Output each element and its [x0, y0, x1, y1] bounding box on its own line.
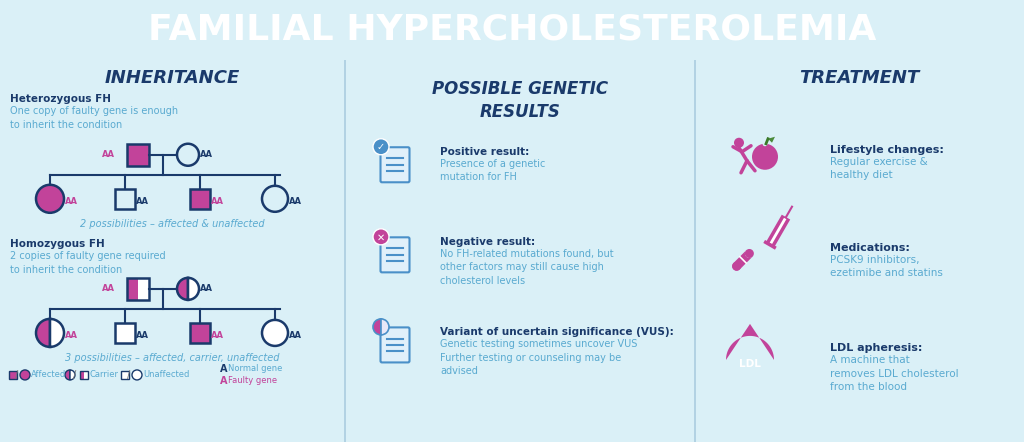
Text: A: A	[220, 364, 227, 374]
Text: 2 copies of faulty gene required
to inherit the condition: 2 copies of faulty gene required to inhe…	[10, 251, 166, 275]
Polygon shape	[80, 371, 84, 379]
Circle shape	[373, 139, 389, 155]
Text: One copy of faulty gene is enough
to inherit the condition: One copy of faulty gene is enough to inh…	[10, 106, 178, 130]
Text: LDL: LDL	[739, 359, 761, 369]
FancyBboxPatch shape	[381, 237, 410, 272]
Circle shape	[262, 320, 288, 346]
Wedge shape	[188, 278, 199, 300]
Bar	[9, 371, 17, 379]
Text: Lifestyle changes:: Lifestyle changes:	[830, 145, 944, 155]
Wedge shape	[36, 319, 50, 347]
Text: LDL apheresis:: LDL apheresis:	[830, 343, 923, 353]
Polygon shape	[127, 278, 138, 300]
Text: Genetic testing sometimes uncover VUS
Further testing or counseling may be
advis: Genetic testing sometimes uncover VUS Fu…	[440, 339, 637, 376]
Text: AA: AA	[289, 332, 302, 340]
Polygon shape	[732, 250, 753, 271]
Polygon shape	[726, 324, 774, 360]
Text: ✓: ✓	[377, 142, 385, 152]
Text: FAMILIAL HYPERCHOLESTEROLEMIA: FAMILIAL HYPERCHOLESTEROLEMIA	[147, 13, 877, 47]
Bar	[127, 278, 150, 300]
FancyBboxPatch shape	[381, 328, 410, 362]
Text: AA: AA	[211, 332, 224, 340]
Text: Faulty gene: Faulty gene	[228, 377, 278, 385]
Circle shape	[744, 249, 754, 258]
Text: Regular exercise &
healthy diet: Regular exercise & healthy diet	[830, 157, 928, 180]
Wedge shape	[373, 319, 381, 335]
Wedge shape	[70, 370, 75, 380]
Text: Variant of uncertain significance (VUS):: Variant of uncertain significance (VUS):	[440, 327, 674, 337]
Bar	[127, 144, 150, 166]
Text: 2 possibilities – affected & unaffected: 2 possibilities – affected & unaffected	[80, 219, 264, 229]
Text: AA: AA	[200, 150, 213, 159]
Text: Heterozygous FH: Heterozygous FH	[10, 94, 111, 104]
Text: AA: AA	[211, 197, 224, 206]
Text: AA: AA	[102, 150, 115, 159]
Text: AA: AA	[136, 197, 150, 206]
Circle shape	[132, 370, 142, 380]
Text: AA: AA	[65, 197, 78, 206]
Polygon shape	[768, 137, 775, 143]
Text: Unaffected: Unaffected	[143, 370, 189, 379]
Text: POSSIBLE GENETIC
RESULTS: POSSIBLE GENETIC RESULTS	[432, 80, 608, 121]
Text: Medications:: Medications:	[830, 243, 910, 253]
Text: INHERITANCE: INHERITANCE	[104, 69, 240, 87]
Bar	[121, 371, 129, 379]
Bar	[190, 189, 210, 209]
Bar	[115, 323, 135, 343]
Text: AA: AA	[65, 332, 78, 340]
Text: AA: AA	[289, 197, 302, 206]
Text: /: /	[15, 370, 18, 380]
Circle shape	[20, 370, 30, 380]
Text: /: /	[127, 370, 131, 380]
Circle shape	[36, 185, 63, 213]
Wedge shape	[65, 370, 70, 380]
Text: /: /	[74, 370, 77, 380]
Text: AA: AA	[102, 284, 115, 293]
Polygon shape	[84, 371, 88, 379]
Bar	[80, 371, 88, 379]
Text: ✕: ✕	[377, 232, 385, 242]
Circle shape	[732, 262, 741, 271]
Text: A: A	[220, 376, 227, 386]
Text: Presence of a genetic
mutation for FH: Presence of a genetic mutation for FH	[440, 159, 546, 183]
Bar	[190, 323, 210, 343]
Text: No FH-related mutations found, but
other factors may still cause high
cholestero: No FH-related mutations found, but other…	[440, 249, 613, 286]
Bar	[115, 189, 135, 209]
Wedge shape	[177, 278, 188, 300]
Text: Positive result:: Positive result:	[440, 147, 529, 157]
Text: Affected: Affected	[31, 370, 67, 379]
Circle shape	[752, 144, 778, 170]
Circle shape	[763, 141, 768, 146]
Text: TREATMENT: TREATMENT	[800, 69, 920, 87]
Circle shape	[262, 186, 288, 212]
Circle shape	[177, 144, 199, 166]
Wedge shape	[381, 319, 389, 335]
Circle shape	[734, 138, 744, 148]
Text: 3 possibilities – affected, carrier, unaffected: 3 possibilities – affected, carrier, una…	[65, 353, 280, 363]
Text: AA: AA	[136, 332, 150, 340]
Polygon shape	[138, 278, 150, 300]
Text: Carrier: Carrier	[89, 370, 118, 379]
Circle shape	[373, 229, 389, 245]
Text: A machine that
removes LDL cholesterol
from the blood: A machine that removes LDL cholesterol f…	[830, 355, 958, 392]
Text: Homozygous FH: Homozygous FH	[10, 239, 104, 249]
Text: AA: AA	[200, 284, 213, 293]
Text: Negative result:: Negative result:	[440, 237, 536, 247]
Text: PCSK9 inhibitors,
ezetimibe and statins: PCSK9 inhibitors, ezetimibe and statins	[830, 255, 943, 278]
FancyBboxPatch shape	[381, 147, 410, 182]
Text: Normal gene: Normal gene	[228, 365, 283, 373]
Wedge shape	[50, 319, 63, 347]
